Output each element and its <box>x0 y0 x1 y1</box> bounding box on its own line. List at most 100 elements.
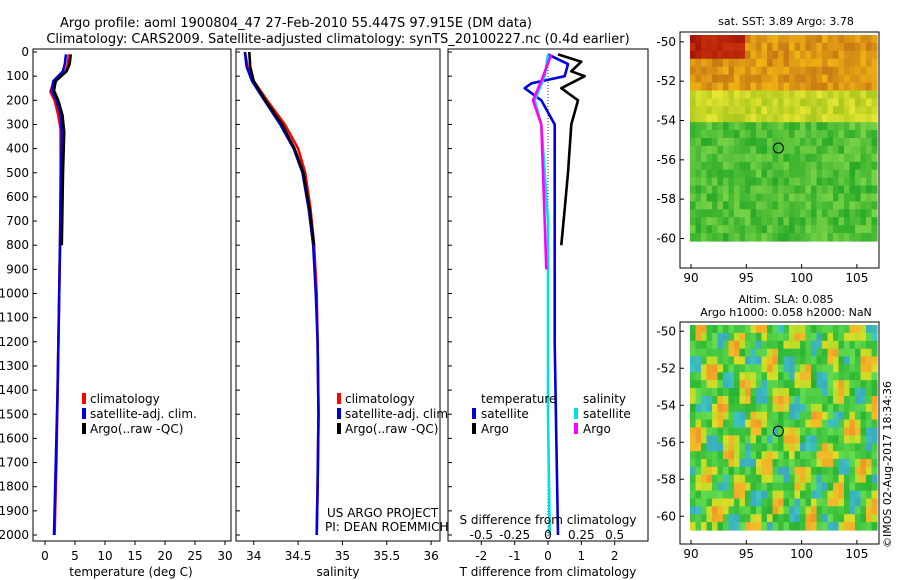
map-cell <box>778 451 785 460</box>
map-cell <box>811 443 818 452</box>
map-cell <box>827 332 834 342</box>
map-cell <box>860 58 867 68</box>
x-tick-label: -2 <box>475 549 487 563</box>
map-cell <box>756 225 763 234</box>
map-cell <box>800 66 807 76</box>
map-cell <box>855 411 862 421</box>
map-cell <box>822 185 829 194</box>
map-cell <box>849 364 856 373</box>
map-cell <box>811 169 818 179</box>
lat-tick-label: -54 <box>656 398 676 412</box>
map-cell <box>794 35 801 44</box>
map-cell <box>811 372 818 381</box>
map-cell <box>717 522 724 531</box>
map-cell <box>871 217 878 226</box>
map-cell <box>783 474 790 484</box>
map-cell <box>822 161 829 171</box>
map-cell <box>745 356 752 365</box>
map-cell <box>827 459 834 468</box>
map-cell <box>800 233 807 242</box>
map-cell <box>855 482 862 492</box>
map-cell <box>723 490 730 500</box>
map-cell <box>860 372 867 381</box>
map-cell <box>761 90 768 99</box>
map-cell <box>767 169 774 179</box>
map-cell <box>712 522 719 531</box>
map-cell <box>849 474 856 484</box>
map-cell <box>728 225 735 234</box>
map-cell <box>800 201 807 210</box>
map-cell <box>811 225 818 234</box>
map-cell <box>789 145 796 155</box>
map-cell <box>783 380 790 389</box>
map-cell <box>844 332 851 342</box>
map-cell <box>728 58 735 68</box>
map-cell <box>860 217 867 226</box>
map-cell <box>833 411 840 421</box>
map-cell <box>783 348 790 358</box>
map-cell <box>800 419 807 429</box>
map-cell <box>772 153 779 163</box>
map-cell <box>739 145 746 155</box>
map-cell <box>849 388 856 397</box>
map-cell <box>728 153 735 163</box>
map-cell <box>860 201 867 210</box>
map-cell <box>706 372 713 381</box>
map-cell <box>827 325 834 334</box>
map-cell <box>695 153 702 163</box>
map-cell <box>855 122 862 131</box>
map-cell <box>827 506 834 515</box>
map-cell <box>866 42 873 52</box>
map-cell <box>844 380 851 389</box>
map-cell <box>728 98 735 107</box>
map-cell <box>827 177 834 187</box>
map-cell <box>706 443 713 452</box>
map-cell <box>805 217 812 226</box>
map-cell <box>690 490 697 500</box>
map-cell <box>712 514 719 523</box>
map-cell <box>706 451 713 460</box>
map-cell <box>811 185 818 194</box>
map-cell <box>739 498 746 507</box>
map-cell <box>690 106 697 115</box>
map-cell <box>816 427 823 436</box>
difference-series-group <box>523 53 587 536</box>
map-cell <box>789 459 796 468</box>
map-cell <box>849 340 856 350</box>
map-cell <box>794 90 801 99</box>
map-cell <box>690 122 697 131</box>
map-cell <box>701 372 708 381</box>
map-cell <box>816 50 823 60</box>
map-cell <box>794 403 801 413</box>
map-cell <box>860 506 867 515</box>
map-cell <box>833 498 840 507</box>
map-cell <box>844 169 851 179</box>
difference-legend: temperature salinity satellite Argo sate… <box>472 392 631 436</box>
map-cell <box>800 356 807 365</box>
sst-map-title: sat. SST: 3.89 Argo: 3.78 <box>718 15 854 28</box>
map-cell <box>778 106 785 115</box>
map-cell <box>827 98 834 107</box>
map-cell <box>805 122 812 131</box>
map-cell <box>849 419 856 429</box>
map-cell <box>805 372 812 381</box>
map-cell <box>756 340 763 350</box>
map-cell <box>800 98 807 107</box>
map-cell <box>772 50 779 60</box>
map-cell <box>761 364 768 373</box>
map-cell <box>701 114 708 123</box>
map-cell <box>816 396 823 405</box>
map-cell <box>717 466 724 476</box>
map-cell <box>783 50 790 60</box>
map-cell <box>816 498 823 507</box>
map-cell <box>728 74 735 84</box>
map-cell <box>772 325 779 334</box>
map-cell <box>778 98 785 107</box>
map-cell <box>838 185 845 194</box>
map-cell <box>833 217 840 226</box>
map-cell <box>866 90 873 99</box>
map-cell <box>695 217 702 226</box>
map-cell <box>789 50 796 60</box>
map-cell <box>805 58 812 68</box>
map-cell <box>811 482 818 492</box>
